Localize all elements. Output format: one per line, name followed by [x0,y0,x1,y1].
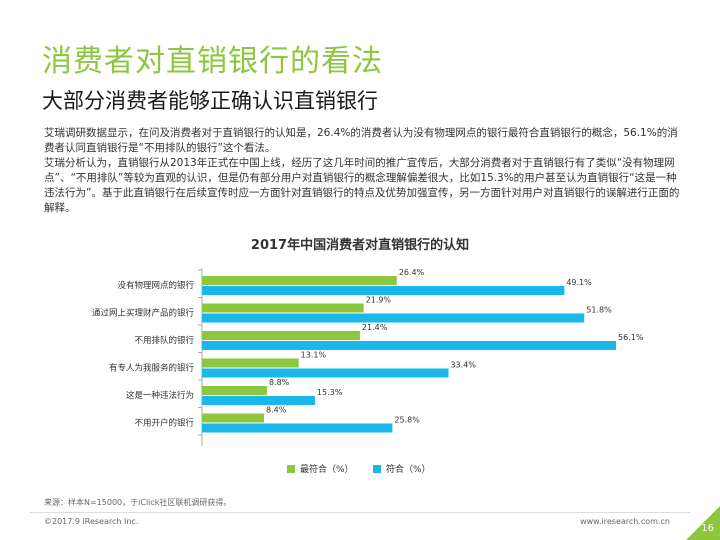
page-subtitle: 大部分消费者能够正确认识直销银行 [42,89,378,113]
data-label: 21.9% [366,296,392,305]
legend-swatch-fitting [373,465,381,473]
data-label: 13.1% [301,351,327,360]
data-label: 8.4% [266,406,287,415]
bar-fitting [202,286,565,295]
legend-swatch-most-fitting [287,465,295,473]
data-label: 15.3% [317,388,343,397]
page-number: 16 [701,523,714,534]
bar-most-fitting [202,386,267,395]
bar-most-fitting [202,413,264,423]
bar-fitting [202,313,585,323]
website-url: www.iresearch.com.cn [580,517,670,526]
legend-label: 符合（%） [386,463,431,475]
legend-label: 最符合（%） [300,463,354,475]
data-label: 21.4% [362,323,388,332]
category-label: 这是一种违法行为 [126,390,194,401]
page-title: 消费者对直销银行的看法 [42,44,383,79]
category-label: 通过网上买理财产品的银行 [92,308,195,319]
bar-fitting [202,423,393,433]
bar-fitting [202,341,616,350]
data-label: 49.1% [566,278,592,287]
bar-fitting [202,396,315,405]
bar-most-fitting [202,276,397,285]
data-label: 56.1% [618,333,644,342]
category-label: 不用排队的银行 [134,335,194,346]
body-text: 艾瑞调研数据显示，在问及消费者对于直销银行的认知是，26.4%的消费者认为没有物… [44,126,684,216]
source-note: 来源：样本N=15000，于iClick社区联机调研获得。 [44,498,232,507]
bar-most-fitting [202,331,360,340]
data-label: 26.4% [399,268,425,277]
footer-divider [30,512,690,513]
copyright: ©2017.9 iResearch Inc. [44,517,139,526]
bar-fitting [202,368,449,378]
data-label: 51.8% [586,306,612,315]
chart-title: 2017年中国消费者对直销银行的认知 [250,238,470,253]
category-label: 不用开户的银行 [134,418,194,429]
bar-most-fitting [202,303,364,313]
data-label: 8.8% [269,378,290,387]
data-label: 33.4% [450,361,476,370]
category-label: 没有物理网点的银行 [117,280,194,291]
category-label: 有专人为我服务的银行 [109,363,195,374]
page-corner-badge [686,506,720,540]
data-label: 25.8% [394,416,420,425]
paragraph-2: 艾瑞分析认为，直销银行从2013年正式在中国上线，经历了这几年时间的推广宣传后，… [44,157,680,214]
paragraph-1: 艾瑞调研数据显示，在问及消费者对于直销银行的认知是，26.4%的消费者认为没有物… [44,127,678,154]
bar-most-fitting [202,358,299,368]
